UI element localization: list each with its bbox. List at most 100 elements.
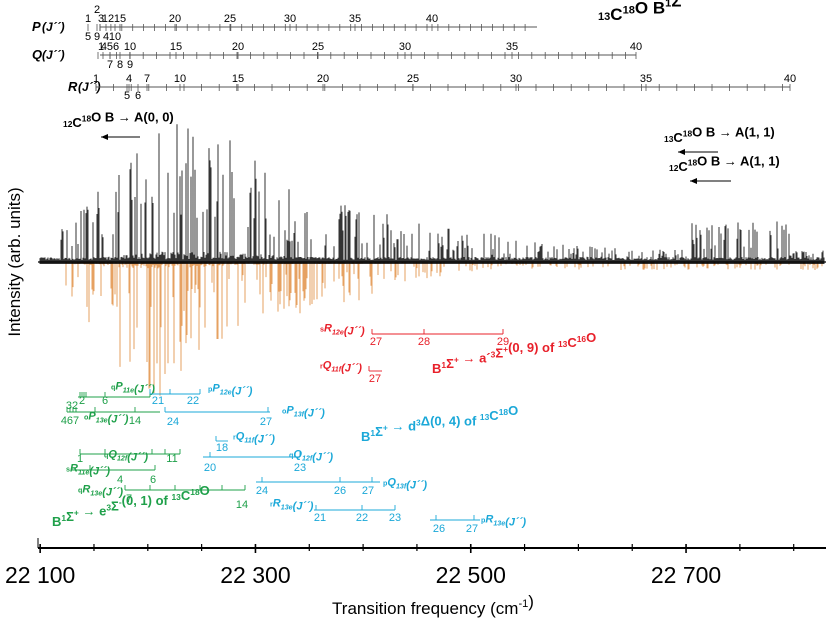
- x-tick-label: 22 300: [220, 562, 290, 588]
- green-branch-q12f: qQ12f(J´´): [104, 449, 148, 464]
- q-branch-tick-label: 10: [124, 41, 136, 53]
- green-branch-r11e: sR11e(J´´): [66, 463, 110, 478]
- x-tick-label: 22 100: [5, 562, 75, 588]
- r-branch-tick-label: 15: [232, 73, 244, 85]
- p-branch-tick-label: 15: [114, 13, 126, 25]
- green-num-32: 32: [66, 400, 78, 412]
- p-branch-tick-label: 20: [169, 13, 181, 25]
- green-num-7: 7: [126, 493, 132, 505]
- red-num-29: 29: [497, 336, 509, 348]
- p-branch-tick-label: 5: [85, 31, 91, 43]
- blue-num-26b: 26: [433, 523, 445, 535]
- band-label-12c18o-11: 12C18O B → A(1, 1): [669, 154, 780, 174]
- green-num-6: 6: [102, 395, 108, 407]
- q-branch-tick-label: 1: [98, 41, 104, 53]
- blue-num-22: 22: [187, 395, 199, 407]
- blue-num-27c: 27: [466, 523, 478, 535]
- blue-title: B1Σ+ → d3Δ(0, 4) of 13C18O: [361, 403, 518, 444]
- r-branch-tick-label: 20: [317, 73, 329, 85]
- q-branch-tick-label: 15: [170, 41, 182, 53]
- red-num-27b: 27: [369, 373, 381, 385]
- red-branch-q11f: rQ11f(J´´): [320, 360, 362, 375]
- band-label-12c18o-11-arrow-head: [690, 178, 697, 184]
- blue-branch-r13e-b: pR13e(J´´): [481, 514, 526, 529]
- r-branch-label-j: (J´´): [78, 80, 101, 94]
- p-branch-tick-label: 12: [102, 13, 114, 25]
- blue-branch-q12f: qQ12f(J´´): [289, 449, 333, 464]
- p-branch-tick-label: 4: [103, 31, 109, 43]
- blue-num-21b: 21: [314, 512, 326, 524]
- q-branch-label: Q: [32, 47, 42, 62]
- blue-num-27: 27: [260, 416, 272, 428]
- blue-num-24: 24: [167, 416, 179, 428]
- r-branch-tick-label: 40: [784, 73, 796, 85]
- band-label-12c18o-00-arrow-head: [101, 134, 108, 140]
- band-label-12c18o-00: 12C18O B → A(0, 0): [63, 110, 174, 130]
- red-num-28: 28: [418, 336, 430, 348]
- p-branch-tick-label: 40: [426, 13, 438, 25]
- q-branch-tick-label: 40: [630, 41, 642, 53]
- r-branch-tick-label: 5: [124, 90, 130, 102]
- band-label-13c18o-11: 13C18O B → A(1, 1): [664, 125, 775, 145]
- green-num-14b: 14: [236, 499, 248, 511]
- q-branch-tick-label: 20: [232, 41, 244, 53]
- x-tick-label: 22 500: [436, 562, 506, 588]
- blue-branch-q13f: pQ13f(J´´): [383, 477, 427, 492]
- p-branch-tick-label: 1: [85, 13, 91, 25]
- green-num-1: 1: [77, 453, 83, 465]
- p-branch-tick-label: 3: [98, 13, 104, 25]
- r-branch-tick-label: 35: [640, 73, 652, 85]
- q-branch-tick-label: 25: [312, 41, 324, 53]
- blue-num-26: 26: [334, 485, 346, 497]
- p-branch-tick-label: 10: [109, 31, 121, 43]
- r-branch-tick-label: 6: [135, 90, 141, 102]
- red-title: B1Σ+ → a´3Σ+(0, 9) of 13C16O: [432, 330, 596, 376]
- blue-num-18: 18: [216, 442, 228, 454]
- blue-num-20: 20: [204, 462, 216, 474]
- green-branch-p13e: oP13e(J´´): [84, 411, 129, 426]
- blue-branch-r13e: rR13e(J´´): [270, 498, 314, 513]
- blue-num-23: 23: [389, 512, 401, 524]
- green-num-467: 467: [61, 415, 79, 427]
- blue-num-27b: 27: [362, 485, 374, 497]
- r-branch-tick-label: 25: [407, 73, 419, 85]
- green-num-14: 14: [129, 415, 141, 427]
- blue-branch-p12e: pP12e(J´´): [208, 383, 253, 398]
- q-branch-tick-label: 7: [107, 59, 113, 71]
- r-branch-tick-label: 10: [174, 73, 186, 85]
- spectrum-traces: [38, 124, 826, 396]
- r-branch-tick-label: 30: [510, 73, 522, 85]
- blue-num-21: 21: [152, 395, 164, 407]
- green-title: B1Σ+ → e3Σ-(0, 1) of 13C18O: [52, 483, 210, 529]
- x-axis-title: Transition frequency (cm-1): [332, 592, 534, 618]
- p-branch-tick-label: 35: [349, 13, 361, 25]
- blue-branch-q11f: rQ11f(J´´): [233, 431, 275, 446]
- blue-num-23: 23: [294, 462, 306, 474]
- p-branch-tick-label: 2: [94, 4, 100, 16]
- p-branch-tick-label: 25: [224, 13, 236, 25]
- x-tick-label: 22 700: [651, 562, 721, 588]
- r-branch-label: R: [68, 79, 78, 94]
- r-branch-tick-label: 4: [126, 73, 132, 85]
- red-num-27: 27: [370, 336, 382, 348]
- green-num-2: 2: [79, 395, 85, 407]
- red-branch-r12e: sR12e(J´´): [320, 323, 365, 338]
- q-branch-tick-label: 30: [399, 41, 411, 53]
- p-branch-label-j: (J´´): [42, 20, 65, 34]
- q-branch-tick-label: 456: [101, 41, 119, 53]
- p-branch-label: P: [32, 19, 41, 34]
- q-branch-tick-label: 9: [127, 59, 133, 71]
- annotations: 13C18O B1Σ+ → A1Π (0, 0) 12C18O B → A(0, …: [52, 0, 780, 535]
- blue-num-22b: 22: [356, 512, 368, 524]
- p-branch-tick-label: 30: [284, 13, 296, 25]
- r-branch-tick-label: 7: [144, 73, 150, 85]
- r-branch-tick-label: 1: [93, 73, 99, 85]
- green-branch-r13e: qR13e(J´´): [78, 484, 123, 499]
- green-num-11: 11: [166, 453, 177, 465]
- blue-branch-p13f: oP13f(J´´): [282, 405, 325, 420]
- q-branch-tick-label: 8: [117, 59, 123, 71]
- x-axis: 22 100 22 300 22 500 22 700 Transition frequ…: [5, 187, 826, 618]
